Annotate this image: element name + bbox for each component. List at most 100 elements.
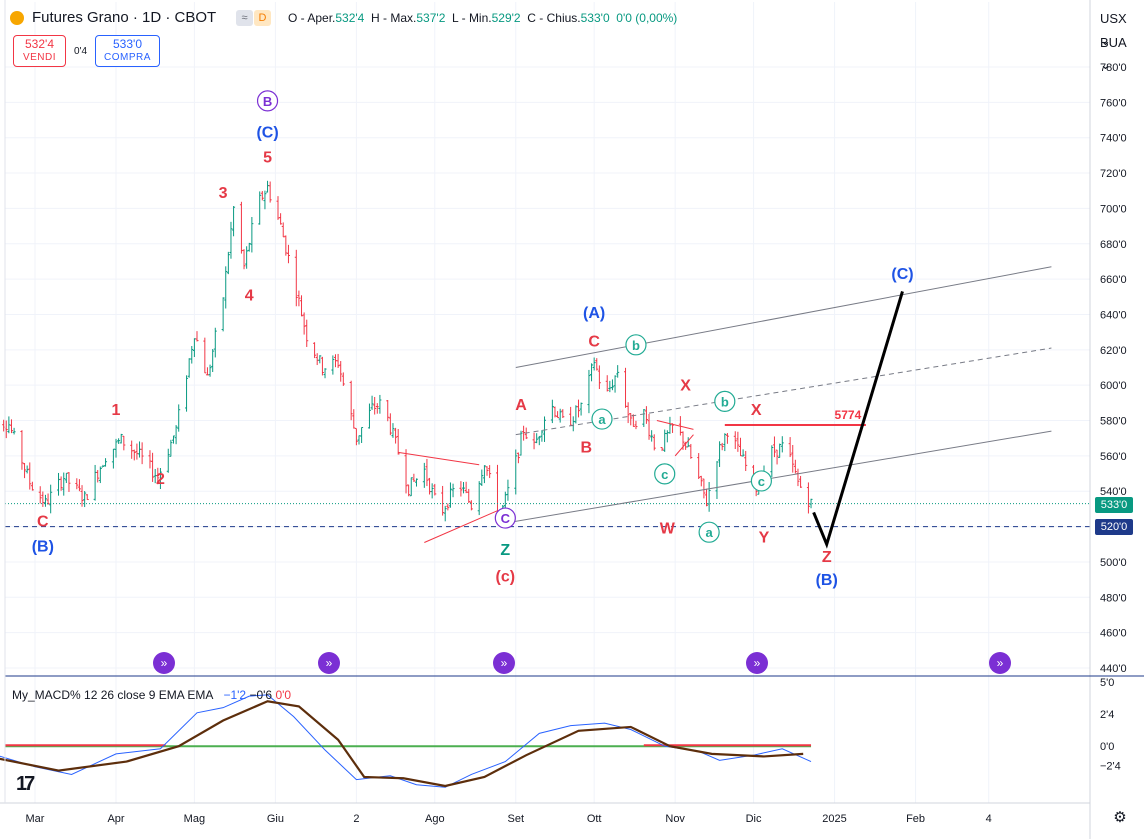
candle-bar[interactable] — [7, 416, 11, 434]
candle-bar[interactable] — [268, 181, 272, 203]
wave-label[interactable]: W — [660, 521, 676, 538]
candle-bar[interactable] — [778, 443, 782, 458]
candle-bar[interactable] — [556, 411, 560, 419]
wave-label[interactable]: a — [698, 521, 720, 543]
wave-label[interactable]: X — [680, 377, 691, 394]
candle-bar[interactable] — [791, 444, 795, 473]
candle-bar[interactable] — [477, 481, 481, 516]
candle-bar[interactable] — [148, 450, 152, 469]
candle-bar[interactable] — [75, 478, 79, 490]
candle-bar[interactable] — [422, 462, 426, 488]
candle-bar[interactable] — [543, 416, 547, 442]
wave-label[interactable]: A — [515, 397, 527, 414]
candle-bar[interactable] — [135, 443, 139, 460]
candle-bar[interactable] — [770, 445, 774, 477]
triangle-upper-line[interactable] — [398, 451, 480, 466]
wave-label[interactable]: (B) — [32, 538, 54, 555]
candle-bar[interactable] — [459, 481, 463, 497]
candle-bar[interactable] — [506, 479, 510, 501]
candle-bar[interactable] — [315, 353, 319, 366]
candle-bar[interactable] — [788, 437, 792, 458]
candle-bar[interactable] — [388, 413, 392, 436]
candle-bar[interactable] — [576, 399, 580, 418]
candle-bar[interactable] — [221, 297, 225, 332]
candle-bar[interactable] — [715, 461, 719, 499]
candle-bar[interactable] — [613, 375, 617, 393]
candle-bar[interactable] — [59, 476, 63, 491]
candle-bar[interactable] — [741, 449, 745, 457]
wave-label[interactable]: (c) — [496, 568, 516, 585]
candle-bar[interactable] — [396, 429, 400, 455]
candle-bar[interactable] — [349, 380, 353, 421]
macd-signal-line[interactable] — [0, 700, 804, 788]
macd-line[interactable] — [0, 694, 812, 788]
candle-bar[interactable] — [83, 491, 87, 508]
candle-bar[interactable] — [553, 406, 557, 418]
candle-bar[interactable] — [171, 435, 175, 444]
candle-bar[interactable] — [540, 430, 544, 442]
candle-bar[interactable] — [12, 427, 16, 435]
candle-bar[interactable] — [467, 488, 471, 503]
candle-bar[interactable] — [775, 449, 779, 465]
candle-bar[interactable] — [25, 465, 29, 474]
candle-bar[interactable] — [96, 469, 100, 483]
wave-label[interactable]: Z — [822, 549, 832, 566]
candle-bar[interactable] — [772, 436, 776, 458]
tradingview-logo-icon[interactable]: 17 — [16, 773, 35, 795]
candle-bar[interactable] — [23, 463, 27, 479]
candle-bar[interactable] — [451, 483, 455, 498]
candle-bar[interactable] — [605, 375, 609, 392]
wave-label[interactable]: C — [588, 333, 600, 350]
candle-bar[interactable] — [336, 353, 340, 368]
candle-bar[interactable] — [705, 488, 709, 507]
candle-bar[interactable] — [360, 426, 364, 443]
candle-bar[interactable] — [354, 428, 358, 446]
candle-bar[interactable] — [409, 477, 413, 497]
candle-bar[interactable] — [281, 222, 285, 238]
candle-bar[interactable] — [736, 431, 740, 452]
candle-bar[interactable] — [352, 409, 356, 429]
wave-label[interactable]: X — [751, 402, 762, 419]
candle-bar[interactable] — [462, 482, 466, 494]
candle-bar[interactable] — [98, 466, 102, 484]
candle-bar[interactable] — [232, 206, 236, 237]
candle-bar[interactable] — [305, 319, 309, 347]
candle-bar[interactable] — [660, 447, 664, 452]
candle-bar[interactable] — [375, 403, 379, 414]
sell-button[interactable]: 532'4 VENDI — [13, 35, 66, 67]
candle-bar[interactable] — [331, 355, 335, 375]
candle-bar[interactable] — [441, 485, 445, 516]
candle-bar[interactable] — [104, 458, 108, 467]
candle-bar[interactable] — [647, 413, 651, 440]
candle-bar[interactable] — [644, 406, 648, 424]
candle-bar[interactable] — [697, 453, 701, 480]
candle-bar[interactable] — [597, 365, 601, 390]
candle-bar[interactable] — [41, 491, 45, 507]
candle-bar[interactable] — [744, 450, 748, 472]
candle-bar[interactable] — [610, 379, 614, 391]
candle-bar[interactable] — [663, 429, 667, 452]
candle-bar[interactable] — [592, 357, 596, 371]
candle-bar[interactable] — [587, 369, 591, 414]
candle-bar[interactable] — [482, 465, 486, 484]
projection-path[interactable] — [812, 291, 904, 549]
candle-bar[interactable] — [469, 500, 473, 511]
wave-label[interactable]: B — [581, 439, 593, 456]
candle-bar[interactable] — [49, 484, 53, 514]
candle-bar[interactable] — [485, 466, 489, 476]
wave-label[interactable]: (C) — [891, 266, 913, 283]
candle-bar[interactable] — [414, 478, 418, 487]
candle-bar[interactable] — [151, 452, 155, 482]
candle-bar[interactable] — [433, 483, 437, 496]
candle-bar[interactable] — [245, 246, 249, 269]
candle-bar[interactable] — [77, 479, 81, 492]
wave-label[interactable]: 2 — [156, 471, 165, 488]
candle-bar[interactable] — [250, 216, 254, 253]
unit-select[interactable]: BUA ⌄ — [1100, 35, 1127, 72]
wedge-lower-line[interactable] — [674, 434, 694, 457]
candle-bar[interactable] — [569, 406, 573, 426]
candle-bar[interactable] — [488, 465, 492, 479]
candle-bar[interactable] — [122, 435, 126, 451]
candle-bar[interactable] — [101, 464, 105, 468]
